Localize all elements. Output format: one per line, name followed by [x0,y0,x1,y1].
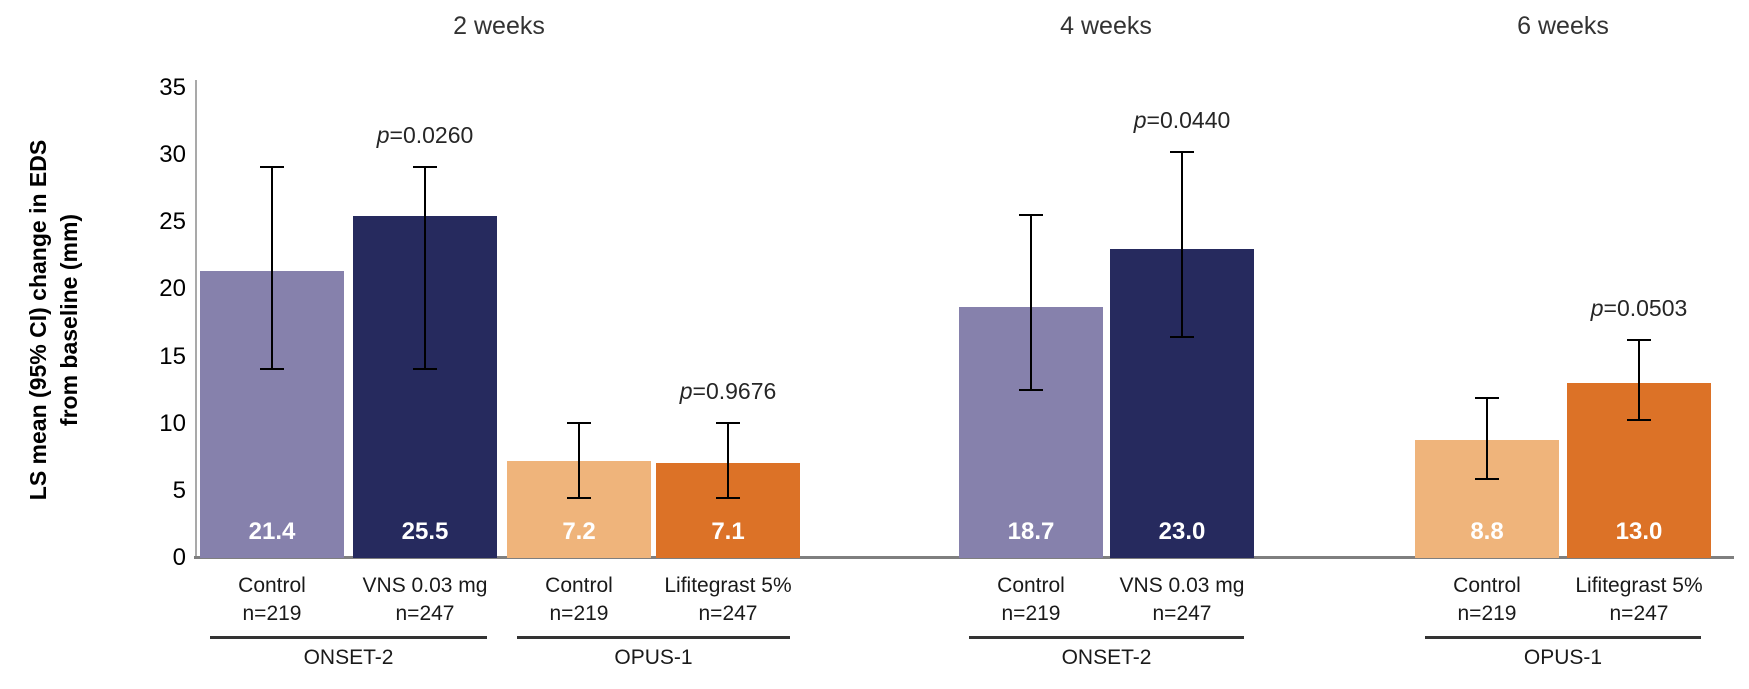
bar-label: Control [997,574,1065,597]
error-bar-cap-top [1019,214,1043,217]
y-tick-label: 35 [159,74,186,101]
trial-underline [210,636,487,639]
trial-label: OPUS-1 [614,646,693,669]
error-bar-cap-bottom [716,496,740,499]
y-axis-line [195,80,197,558]
p-value-label: p=0.9676 [679,378,777,405]
error-bar-cap-bottom [1475,478,1499,481]
y-tick-label: 10 [159,409,186,437]
error-bar-line [271,165,273,370]
error-bar-line [1181,151,1183,338]
bar-n-label: n=219 [242,602,302,625]
bar-label: VNS 0.03 mg [1119,574,1245,597]
bar-n-label: n=247 [1152,602,1212,625]
bar-value-label: 8.8 [1470,517,1504,545]
bar-n-label: n=219 [1001,602,1061,625]
bar-label: Control [545,574,613,597]
error-bar-cap-top [716,422,740,425]
error-bar-cap-top [1627,339,1651,342]
trial-underline [969,636,1244,639]
error-bar-cap-bottom [567,496,591,499]
y-axis-title-line2: from baseline (mm) [56,213,82,427]
error-bar-cap-bottom [1170,335,1194,338]
bar-n-label: n=247 [698,602,758,625]
error-bar-line [424,165,426,370]
bar-label: VNS 0.03 mg [362,574,488,597]
y-tick-label: 30 [159,141,186,169]
trial-label: ONSET-2 [303,646,394,669]
error-bar-cap-top [1475,396,1499,399]
panel-header: 2 weeks [453,12,545,40]
y-tick-label: 15 [159,342,186,370]
bar-label: Lifitegrast 5% [664,574,792,597]
p-value-label: p=0.0503 [1590,295,1688,322]
bar-value-label: 23.0 [1158,517,1206,545]
trial-label: OPUS-1 [1523,646,1603,669]
error-bar-cap-top [567,422,591,425]
y-tick-label: 20 [159,275,186,303]
y-tick-label: 25 [159,208,186,236]
error-bar-cap-top [260,165,284,168]
trial-underline [517,636,790,639]
bar-n-label: n=247 [1609,602,1669,625]
error-bar-cap-bottom [260,368,284,370]
bar-value-label: 7.2 [562,517,596,545]
p-value-label: p=0.0440 [1133,107,1231,134]
error-bar-cap-top [413,165,437,168]
error-bar-line [727,422,729,499]
trial-label: ONSET-2 [1061,646,1152,669]
trial-underline [1425,636,1701,639]
panel-header: 6 weeks [1517,12,1609,40]
error-bar-line [1638,339,1640,422]
bar-label: Lifitegrast 5% [1575,574,1703,597]
error-bar-line [1486,396,1488,481]
p-value-label: p=0.0260 [376,121,474,148]
panel-header: 4 weeks [1060,12,1152,40]
bar-n-label: n=219 [549,602,609,625]
y-axis-title-line1: LS mean (95% CI) change in EDS [25,139,51,501]
y-axis-title: LS mean (95% CI) change in EDS from base… [23,60,87,580]
error-bar-cap-top [1170,151,1194,154]
bar-value-label: 18.7 [1007,517,1055,545]
error-bar-cap-bottom [1627,419,1651,422]
bar-n-label: n=247 [395,602,455,625]
error-bar-line [578,422,580,499]
bar-label: Control [1453,574,1521,597]
bar-value-label: 13.0 [1615,517,1663,545]
error-bar-line [1030,214,1032,392]
bar-value-label: 21.4 [248,517,296,545]
bar-value-label: 7.1 [711,517,745,545]
error-bar-cap-bottom [413,368,437,370]
bar-value-label: 25.5 [401,517,449,545]
bar-n-label: n=219 [1457,602,1517,625]
y-tick-label: 5 [172,476,186,504]
y-tick-label: 0 [172,544,186,571]
error-bar-cap-bottom [1019,389,1043,392]
bar-label: Control [238,574,306,597]
